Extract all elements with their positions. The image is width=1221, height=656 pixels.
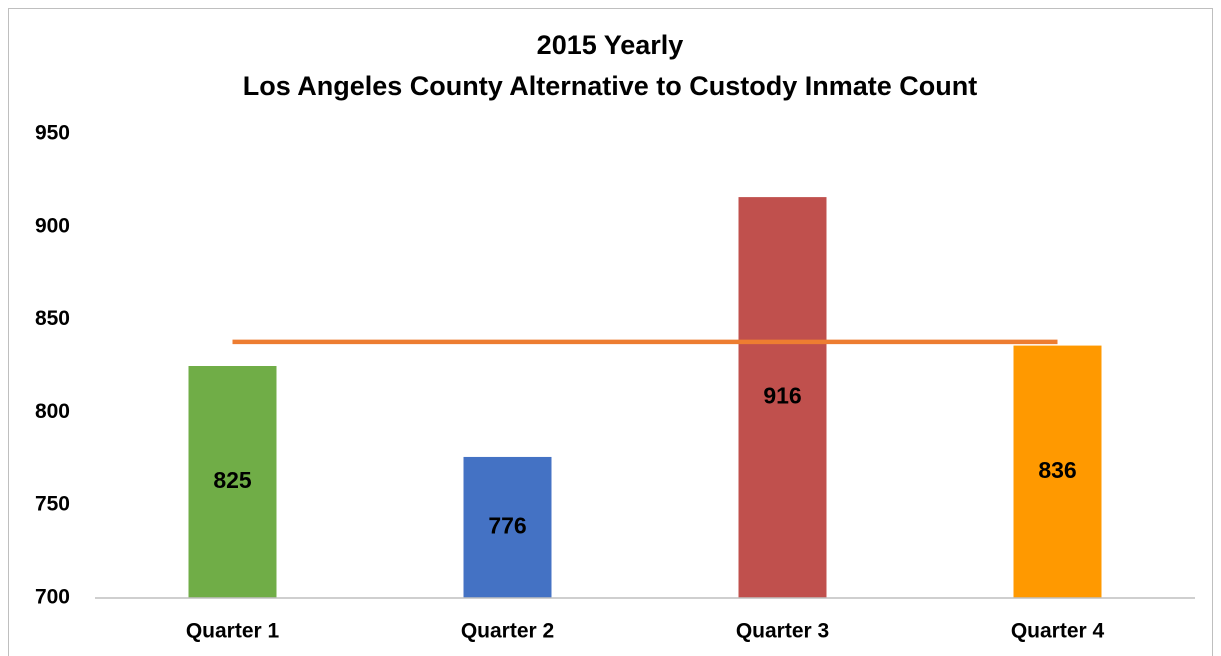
data-label: 836 [1038,457,1076,483]
bar [738,197,827,598]
x-tick-label: Quarter 2 [461,620,554,643]
bar [188,366,277,598]
y-tick-label: 900 [35,214,70,237]
y-tick-label: 750 [35,493,70,516]
y-tick-label: 950 [35,122,70,145]
y-tick-label: 850 [35,307,70,330]
data-label: 776 [488,513,526,539]
chart-title: 2015 Yearly [537,30,684,60]
bar [463,456,552,598]
data-label: 916 [763,383,801,409]
chart-title: Los Angeles County Alternative to Custod… [243,71,978,101]
x-tick-label: Quarter 4 [1011,620,1105,643]
y-tick-label: 700 [35,586,70,609]
x-tick-label: Quarter 1 [186,620,280,643]
x-tick-label: Quarter 3 [736,620,829,643]
data-label: 825 [213,467,252,493]
bar [1013,345,1102,598]
y-tick-label: 800 [35,400,70,423]
